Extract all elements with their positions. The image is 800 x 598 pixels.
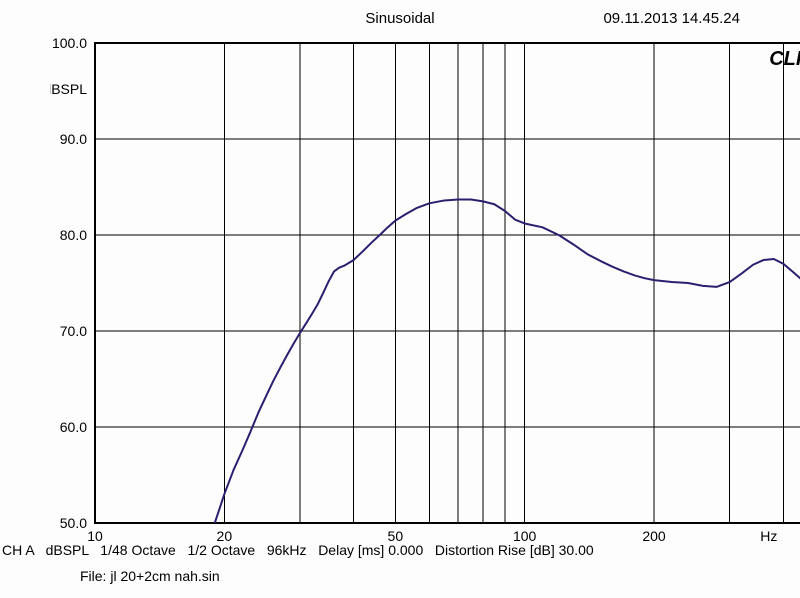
chart-title: Sinusoidal [365, 10, 434, 27]
svg-text:70.0: 70.0 [60, 323, 87, 339]
svg-text:CLIO: CLIO [769, 48, 800, 70]
chart-svg: 50.060.070.080.090.0100.0dBSPL1020501002… [50, 38, 800, 548]
svg-text:60.0: 60.0 [60, 419, 87, 435]
svg-text:Hz: Hz [760, 528, 777, 544]
svg-text:80.0: 80.0 [60, 227, 87, 243]
svg-text:100.0: 100.0 [52, 38, 87, 51]
footer-line-2: File: jl 20+2cm nah.sin [80, 568, 220, 584]
chart-plot-area: 50.060.070.080.090.0100.0dBSPL1020501002… [50, 38, 780, 518]
chart-timestamp: 09.11.2013 14.45.24 [603, 10, 740, 27]
svg-text:200: 200 [642, 528, 666, 544]
svg-text:dBSPL: dBSPL [50, 81, 87, 97]
footer-line-1: CH A dBSPL 1/48 Octave 1/2 Octave 96kHz … [2, 542, 594, 558]
svg-text:90.0: 90.0 [60, 131, 87, 147]
svg-text:50.0: 50.0 [60, 515, 87, 531]
